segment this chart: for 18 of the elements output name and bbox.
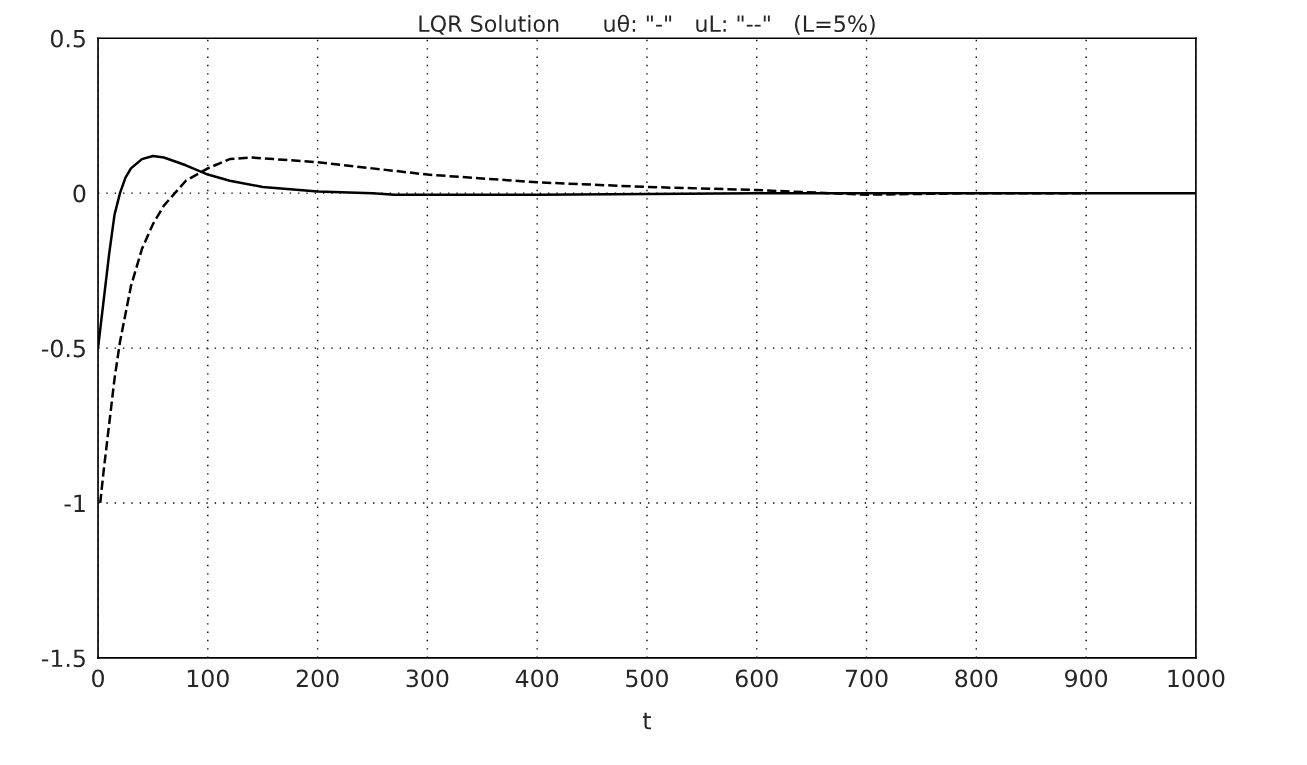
x-tick-label: 600 <box>735 669 778 688</box>
x-tick-label: 300 <box>406 669 449 688</box>
x-tick-label: 0 <box>92 669 104 688</box>
x-tick-label: 700 <box>845 669 888 688</box>
y-tick-label: 0 <box>73 184 86 203</box>
x-tick-label: 1000 <box>1168 669 1225 688</box>
x-tick-label: 100 <box>187 669 229 688</box>
x-tick-label: 200 <box>296 669 339 688</box>
x-tick-label: 800 <box>955 669 998 688</box>
y-tick-label: -1.5 <box>42 649 85 668</box>
x-tick-label: 900 <box>1065 669 1108 688</box>
y-tick-label: -0.5 <box>42 339 85 358</box>
y-tick-label: 0.5 <box>50 29 85 48</box>
y-tick-label: -1 <box>64 494 85 512</box>
x-axis-title: t <box>642 712 652 730</box>
chart-title: LQR Solution uθ: "-" uL: "--" (L=5%) <box>419 14 875 35</box>
x-tick-label: 400 <box>515 669 559 688</box>
x-tick-label: 500 <box>626 669 668 688</box>
